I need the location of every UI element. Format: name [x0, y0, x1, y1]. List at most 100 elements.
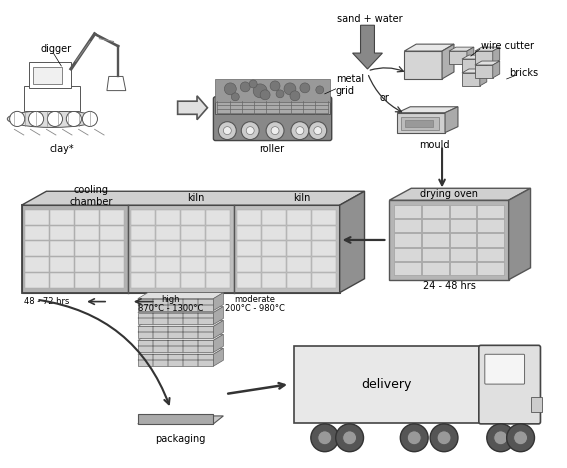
Text: 200°C - 980°C: 200°C - 980°C	[225, 304, 285, 313]
Polygon shape	[213, 292, 223, 311]
Bar	[75, 241, 99, 256]
Bar	[25, 257, 49, 272]
Circle shape	[260, 90, 270, 100]
Text: packaging: packaging	[155, 434, 206, 444]
Bar	[405, 120, 433, 127]
Polygon shape	[449, 47, 474, 51]
Bar	[100, 257, 124, 272]
Bar	[450, 262, 476, 275]
Circle shape	[507, 424, 535, 452]
Polygon shape	[445, 107, 458, 132]
Polygon shape	[107, 76, 126, 91]
Text: high: high	[162, 295, 180, 304]
FancyBboxPatch shape	[213, 97, 332, 140]
Circle shape	[407, 431, 421, 445]
Polygon shape	[33, 67, 62, 84]
Bar	[450, 234, 476, 247]
Circle shape	[48, 111, 62, 126]
Text: kiln: kiln	[187, 193, 204, 203]
Polygon shape	[397, 107, 458, 113]
Polygon shape	[138, 354, 213, 366]
Text: 24 - 48 hrs: 24 - 48 hrs	[422, 281, 476, 291]
Bar	[25, 226, 49, 241]
Circle shape	[318, 431, 332, 445]
Bar	[312, 273, 336, 288]
Circle shape	[514, 431, 527, 445]
Circle shape	[342, 431, 357, 445]
Bar	[131, 273, 155, 288]
Bar	[75, 210, 99, 225]
Polygon shape	[475, 47, 500, 51]
Circle shape	[249, 80, 257, 88]
Text: moderate: moderate	[235, 295, 276, 304]
FancyBboxPatch shape	[294, 346, 480, 423]
Text: kiln: kiln	[293, 193, 311, 203]
Polygon shape	[138, 414, 213, 424]
Bar	[156, 257, 180, 272]
Polygon shape	[213, 307, 223, 324]
Bar	[50, 210, 74, 225]
Polygon shape	[177, 96, 208, 120]
Bar	[312, 210, 336, 225]
Circle shape	[311, 424, 338, 452]
Bar	[287, 210, 311, 225]
Text: sand + water: sand + water	[337, 15, 403, 24]
Bar	[206, 241, 230, 256]
Circle shape	[291, 122, 309, 139]
Bar	[50, 257, 74, 272]
Polygon shape	[22, 191, 365, 205]
Polygon shape	[138, 299, 213, 311]
Polygon shape	[442, 44, 454, 79]
Polygon shape	[475, 51, 493, 64]
Bar	[50, 241, 74, 256]
Circle shape	[223, 127, 231, 135]
Text: metal
grid: metal grid	[336, 74, 364, 95]
Polygon shape	[138, 321, 223, 327]
Polygon shape	[340, 191, 365, 292]
Bar	[312, 257, 336, 272]
Polygon shape	[138, 335, 223, 340]
Polygon shape	[390, 188, 531, 200]
Bar	[450, 219, 476, 232]
Bar	[422, 248, 448, 261]
Bar	[450, 205, 476, 218]
Polygon shape	[213, 348, 223, 366]
Circle shape	[271, 127, 279, 135]
Bar	[237, 210, 261, 225]
Bar	[156, 273, 180, 288]
Bar	[312, 241, 336, 256]
Bar	[131, 257, 155, 272]
Bar	[206, 210, 230, 225]
Polygon shape	[138, 292, 223, 299]
Bar	[181, 226, 205, 241]
Bar	[262, 257, 286, 272]
Bar	[181, 210, 205, 225]
Bar	[477, 219, 504, 232]
Bar	[25, 210, 49, 225]
Circle shape	[82, 111, 98, 126]
Polygon shape	[480, 69, 487, 86]
Bar	[206, 226, 230, 241]
Bar	[477, 248, 504, 261]
Bar	[25, 241, 49, 256]
Polygon shape	[404, 44, 454, 51]
Bar	[100, 210, 124, 225]
Polygon shape	[28, 62, 71, 88]
Bar	[394, 205, 421, 218]
Circle shape	[266, 122, 284, 139]
Bar	[287, 257, 311, 272]
Bar	[206, 257, 230, 272]
Bar	[50, 273, 74, 288]
Circle shape	[296, 127, 304, 135]
Circle shape	[300, 83, 310, 93]
Circle shape	[231, 93, 239, 101]
Bar	[262, 226, 286, 241]
Bar	[25, 273, 49, 288]
Polygon shape	[449, 51, 467, 64]
Circle shape	[241, 122, 259, 139]
Polygon shape	[215, 101, 330, 114]
Text: mould: mould	[419, 139, 450, 150]
Polygon shape	[138, 340, 213, 352]
Polygon shape	[480, 55, 487, 72]
Polygon shape	[138, 348, 223, 354]
